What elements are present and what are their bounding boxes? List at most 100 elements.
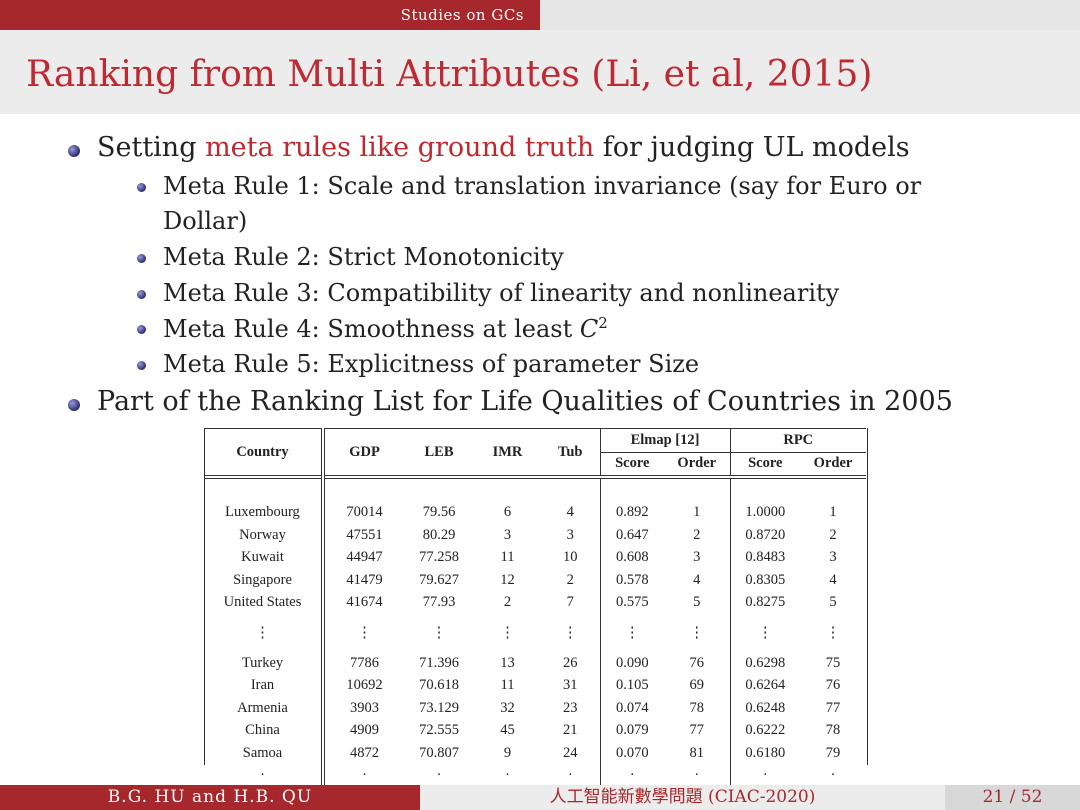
col-leb: LEB — [424, 443, 454, 460]
table-cell: 69 — [664, 674, 731, 697]
table-cell: 70014 — [346, 504, 383, 521]
table-cell: 71.396 — [419, 654, 459, 671]
table-cell: ⋮ — [204, 614, 325, 652]
table-cell: 23 — [541, 697, 601, 720]
table-cell: 4 — [664, 569, 731, 592]
table-cell: Luxembourg — [204, 501, 325, 524]
table-cell: · — [629, 767, 635, 783]
subbullet-1: Meta Rule 1: Scale and translation invar… — [163, 172, 922, 200]
table-row: China 4909 72.555 45 21 0.079 77 0.6222 78 — [204, 719, 866, 742]
table-cell: 3 — [503, 526, 512, 543]
table-cell: 0.6222 — [745, 722, 786, 739]
table-cell: 7786 — [350, 654, 379, 671]
subbullet-icon — [137, 290, 146, 299]
table-cell: 2 — [664, 524, 731, 547]
table-cell: 2 — [541, 569, 601, 592]
table-cell: 12 — [500, 571, 515, 588]
table-cell: · — [541, 764, 601, 787]
table-cell: 5 — [664, 591, 731, 614]
table-cell: 79.627 — [419, 571, 459, 588]
table-cell: 21 — [541, 719, 601, 742]
subbullet-icon — [137, 325, 146, 334]
footer: B.G. HU and H.B. QU 人工智能新數學問題 (CIAC-2020… — [0, 785, 1080, 810]
table-cell: 0.647 — [615, 526, 649, 543]
table-row: Kuwait 44947 77.258 11 10 0.608 3 0.8483 3 — [204, 546, 866, 569]
table-cell: Armenia — [204, 697, 325, 720]
table-cell: Kuwait — [204, 546, 325, 569]
table-cell: ⋮ — [664, 614, 731, 652]
bullet-icon — [68, 145, 80, 157]
table-cell: 47551 — [346, 526, 383, 543]
table-cell: United States — [204, 591, 325, 614]
bullet-text: for judging UL models — [594, 132, 910, 163]
table-cell: 2 — [829, 526, 837, 543]
footer-event: 人工智能新數學問題 (CIAC-2020) — [420, 785, 945, 810]
table-cell: 80.29 — [422, 526, 456, 543]
table-cell: 7 — [541, 591, 601, 614]
table-cell: 0.070 — [615, 744, 649, 761]
table-cell: 3 — [541, 524, 601, 547]
table-cell: 26 — [541, 652, 601, 675]
subbullet-text: Meta Rule 4: Smoothness at least — [163, 315, 580, 343]
footer-authors: B.G. HU and H.B. QU — [0, 785, 420, 810]
table-cell: 72.555 — [419, 722, 459, 739]
footer-page-number: 21 / 52 — [945, 785, 1080, 810]
col-rpc: RPC — [730, 428, 866, 453]
table-cell: 4909 — [350, 722, 379, 739]
col-gdp: GDP — [349, 443, 380, 460]
table-cell: · — [762, 767, 768, 783]
table-cell: 76 — [825, 677, 841, 694]
table-cell: 1 — [829, 504, 837, 521]
table-cell: 3 — [829, 549, 837, 566]
col-imr: IMR — [492, 443, 523, 460]
table-cell: 44947 — [346, 549, 383, 566]
table-cell: 0.6298 — [745, 654, 786, 671]
section-label[interactable]: Studies on GCs — [400, 6, 524, 24]
subbullet-2: Meta Rule 2: Strict Monotonicity — [163, 243, 564, 271]
table-cell: 77.93 — [422, 594, 456, 611]
table-cell: 0.074 — [615, 699, 649, 716]
section-highlight: Studies on GCs — [0, 0, 540, 30]
table-cell: 0.8483 — [745, 549, 786, 566]
ranking-table: Country GDP LEB IMR Tub Elmap [12] RPC S… — [204, 428, 866, 787]
subbullet-4: Meta Rule 4: Smoothness at least C2 — [163, 314, 608, 343]
table-cell: ⋮ — [357, 624, 372, 641]
table-cell: 79 — [825, 744, 841, 761]
table-cell: 0.892 — [615, 504, 649, 521]
table-cell: 0.6180 — [745, 744, 786, 761]
table-cell: 79.56 — [422, 504, 456, 521]
subbullet-3: Meta Rule 3: Compatibility of linearity … — [163, 279, 840, 307]
table-cell: 3 — [664, 546, 731, 569]
col-rpc-score: Score — [748, 455, 783, 472]
table-row: Luxembourg 70014 79.56 6 4 0.892 1 1.0000 1 — [204, 501, 866, 524]
table-cell: 10 — [541, 546, 601, 569]
subbullet-5: Meta Rule 5: Explicitness of parameter S… — [163, 350, 700, 378]
bullet-1: Setting meta rules like ground truth for… — [97, 132, 910, 163]
table-cell: 0.6264 — [745, 677, 786, 694]
table-cell: 4872 — [350, 744, 379, 761]
table-cell: 32 — [500, 699, 515, 716]
bullet-text: Setting — [97, 132, 206, 163]
table-cell: 76 — [664, 652, 731, 675]
table-cell: 0.079 — [615, 722, 649, 739]
table-cell: 70.807 — [419, 744, 459, 761]
table-cell: 0.8275 — [745, 594, 786, 611]
title-band: Ranking from Multi Attributes (Li, et al… — [0, 30, 1080, 114]
table-cell: 0.578 — [615, 571, 649, 588]
table-cell: Iran — [204, 674, 325, 697]
table-cell: ⋮ — [541, 614, 601, 652]
table-row: Samoa 4872 70.807 9 24 0.070 81 0.6180 79 — [204, 742, 866, 765]
table-cell: 3903 — [350, 699, 379, 716]
bullet-icon — [68, 399, 80, 411]
table-row: Turkey 7786 71.396 13 26 0.090 76 0.6298 75 — [204, 652, 866, 675]
subbullet-icon — [137, 254, 146, 263]
table-cell: 77 — [664, 719, 731, 742]
math-superscript: 2 — [598, 314, 608, 332]
table-cell: ⋮ — [625, 624, 640, 641]
subbullet-1-cont: Dollar) — [163, 207, 248, 235]
table-cell: 31 — [541, 674, 601, 697]
table-cell: · — [436, 767, 442, 783]
table-row: Norway 47551 80.29 3 3 0.647 2 0.8720 2 — [204, 524, 866, 547]
col-rpc-order: Order — [813, 455, 853, 472]
table-row: Iran 10692 70.618 11 31 0.105 69 0.6264 76 — [204, 674, 866, 697]
